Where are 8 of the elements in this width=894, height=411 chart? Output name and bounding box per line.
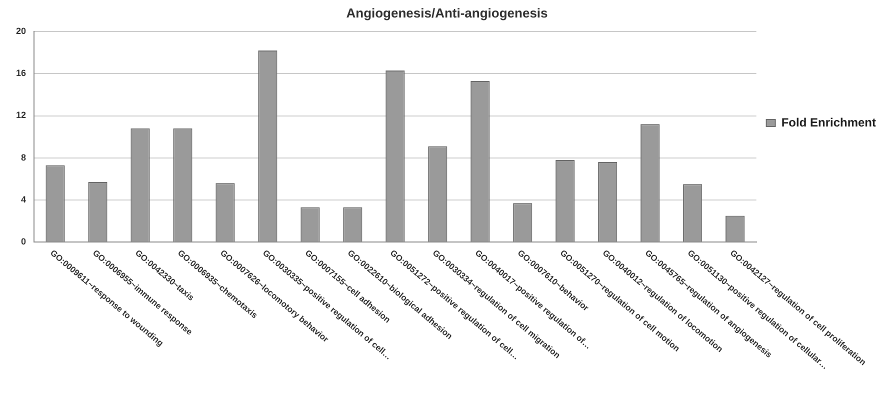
- chart-title: Angiogenesis/Anti-angiogenesis: [346, 5, 548, 20]
- y-tick-label: 0: [20, 236, 26, 246]
- y-tick-label: 4: [20, 194, 26, 204]
- y-tick-label: 16: [16, 68, 26, 78]
- y-tick-label: 8: [20, 152, 26, 162]
- legend-label: Fold Enrichment: [781, 115, 876, 130]
- y-tick-label: 12: [16, 110, 26, 120]
- y-tick-label: 20: [16, 26, 26, 36]
